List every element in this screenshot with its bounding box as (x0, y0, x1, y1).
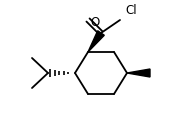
Text: Cl: Cl (125, 4, 137, 16)
Polygon shape (88, 31, 104, 52)
Text: O: O (90, 15, 100, 29)
Polygon shape (127, 69, 150, 77)
